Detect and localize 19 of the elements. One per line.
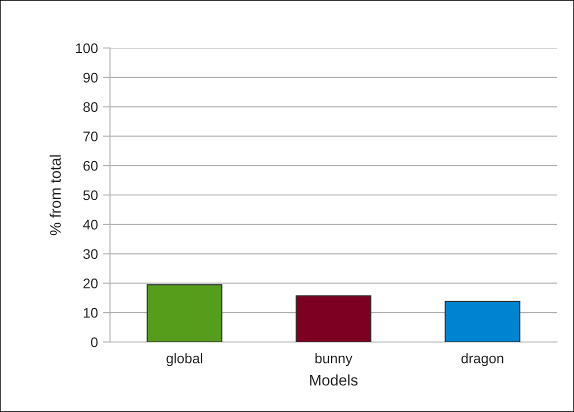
x-tick-label: dragon xyxy=(461,353,504,366)
bar xyxy=(444,300,520,342)
y-tick-label: 50 xyxy=(83,190,98,200)
y-tick-label: 20 xyxy=(83,278,98,288)
y-tick-label: 0 xyxy=(91,337,98,348)
y-tick-label: 60 xyxy=(83,160,98,171)
x-tick-label: bunny xyxy=(315,353,352,366)
bar xyxy=(296,295,372,342)
y-tick-label: 100 xyxy=(76,43,98,54)
y-tick-label: 70 xyxy=(83,132,98,142)
y-tick-label: 90 xyxy=(83,72,98,83)
bar xyxy=(146,284,222,342)
x-axis-title: Models xyxy=(310,374,358,386)
y-tick-label: 30 xyxy=(83,249,98,259)
y-tick-label: 40 xyxy=(83,220,98,230)
x-tick-label: global xyxy=(166,353,202,366)
y-tick-label: 80 xyxy=(83,102,98,112)
y-axis-title: % from total xyxy=(50,155,61,236)
y-tick-label: 10 xyxy=(84,308,98,318)
